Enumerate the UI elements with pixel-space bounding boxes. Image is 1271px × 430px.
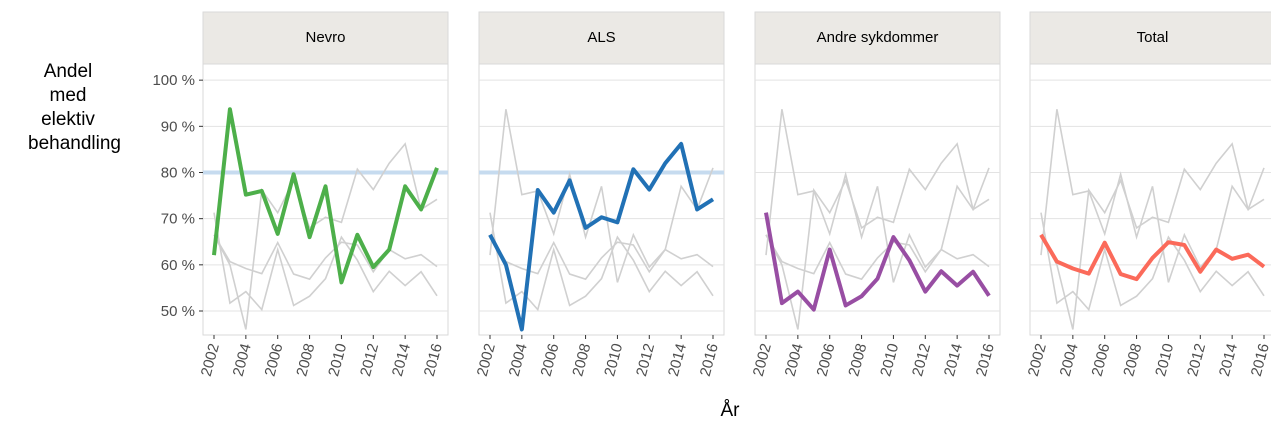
x-tick-label: 2006 (1089, 342, 1114, 379)
x-tick-label: 2004 (782, 342, 807, 379)
context-line (765, 109, 990, 283)
y-tick-label: 70 % (161, 211, 195, 228)
facet-strip (202, 11, 449, 65)
y-axis-title: Andel med elektiv behandling (28, 61, 121, 154)
x-tick-label: 2004 (230, 342, 255, 379)
context-line (1040, 142, 1265, 330)
x-tick-label: 2010 (601, 342, 626, 379)
context-line (1040, 212, 1265, 312)
x-tick-label: 2014 (389, 342, 414, 379)
x-tick-label: 2002 (474, 342, 499, 379)
context-line (765, 234, 990, 281)
y-tick-label: 90 % (161, 118, 195, 135)
x-tick-label: 2006 (814, 342, 839, 379)
y-tick-label: 60 % (161, 257, 195, 274)
x-tick-label: 2004 (506, 342, 531, 379)
panel (754, 63, 1001, 336)
series-line (1039, 233, 1266, 282)
x-tick-label: 2002 (1025, 342, 1050, 379)
facet-title: Total (1136, 29, 1169, 46)
x-tick-label: 2010 (325, 342, 350, 379)
x-tick-label: 2014 (941, 342, 966, 379)
context-line (489, 109, 714, 283)
facet-strip (1029, 11, 1271, 65)
facet-title: Nevro (305, 29, 346, 46)
x-tick-label: 2008 (569, 342, 594, 379)
x-tick-label: 2014 (1216, 342, 1241, 379)
x-tick-label: 2016 (1248, 342, 1271, 379)
x-axis-title: År (720, 400, 740, 421)
x-tick-label: 2016 (697, 342, 722, 379)
series-line (488, 141, 715, 332)
x-tick-label: 2012 (1184, 342, 1209, 379)
y-tick-label: 80 % (161, 164, 195, 181)
x-tick-label: 2012 (633, 342, 658, 379)
context-line (765, 142, 990, 330)
x-tick-label: 2002 (750, 342, 775, 379)
series-line (212, 107, 439, 285)
x-tick-label: 2004 (1057, 342, 1082, 379)
x-tick-label: 2010 (877, 342, 902, 379)
x-tick-label: 2016 (421, 342, 446, 379)
x-tick-label: 2016 (973, 342, 998, 379)
context-line (213, 212, 438, 312)
x-tick-label: 2014 (665, 342, 690, 379)
x-tick-label: 2012 (357, 342, 382, 379)
x-tick-label: 2006 (538, 342, 563, 379)
context-line (213, 142, 438, 330)
x-tick-label: 2012 (909, 342, 934, 379)
x-tick-label: 2008 (293, 342, 318, 379)
y-tick-label: 100 % (152, 72, 195, 89)
x-tick-label: 2010 (1152, 342, 1177, 379)
panel (1029, 63, 1271, 336)
context-line (1040, 109, 1265, 283)
x-tick-label: 2006 (262, 342, 287, 379)
facet-title: ALS (587, 29, 616, 46)
x-tick-label: 2008 (1120, 342, 1145, 379)
x-tick-label: 2008 (845, 342, 870, 379)
series-line (764, 212, 991, 312)
y-tick-label: 50 % (161, 303, 195, 320)
x-tick-label: 2002 (198, 342, 223, 379)
facet-strip (754, 11, 1001, 65)
panel (478, 63, 725, 336)
context-line (213, 234, 438, 281)
facet-title: Andre sykdommer (816, 29, 939, 46)
panel (202, 63, 449, 336)
